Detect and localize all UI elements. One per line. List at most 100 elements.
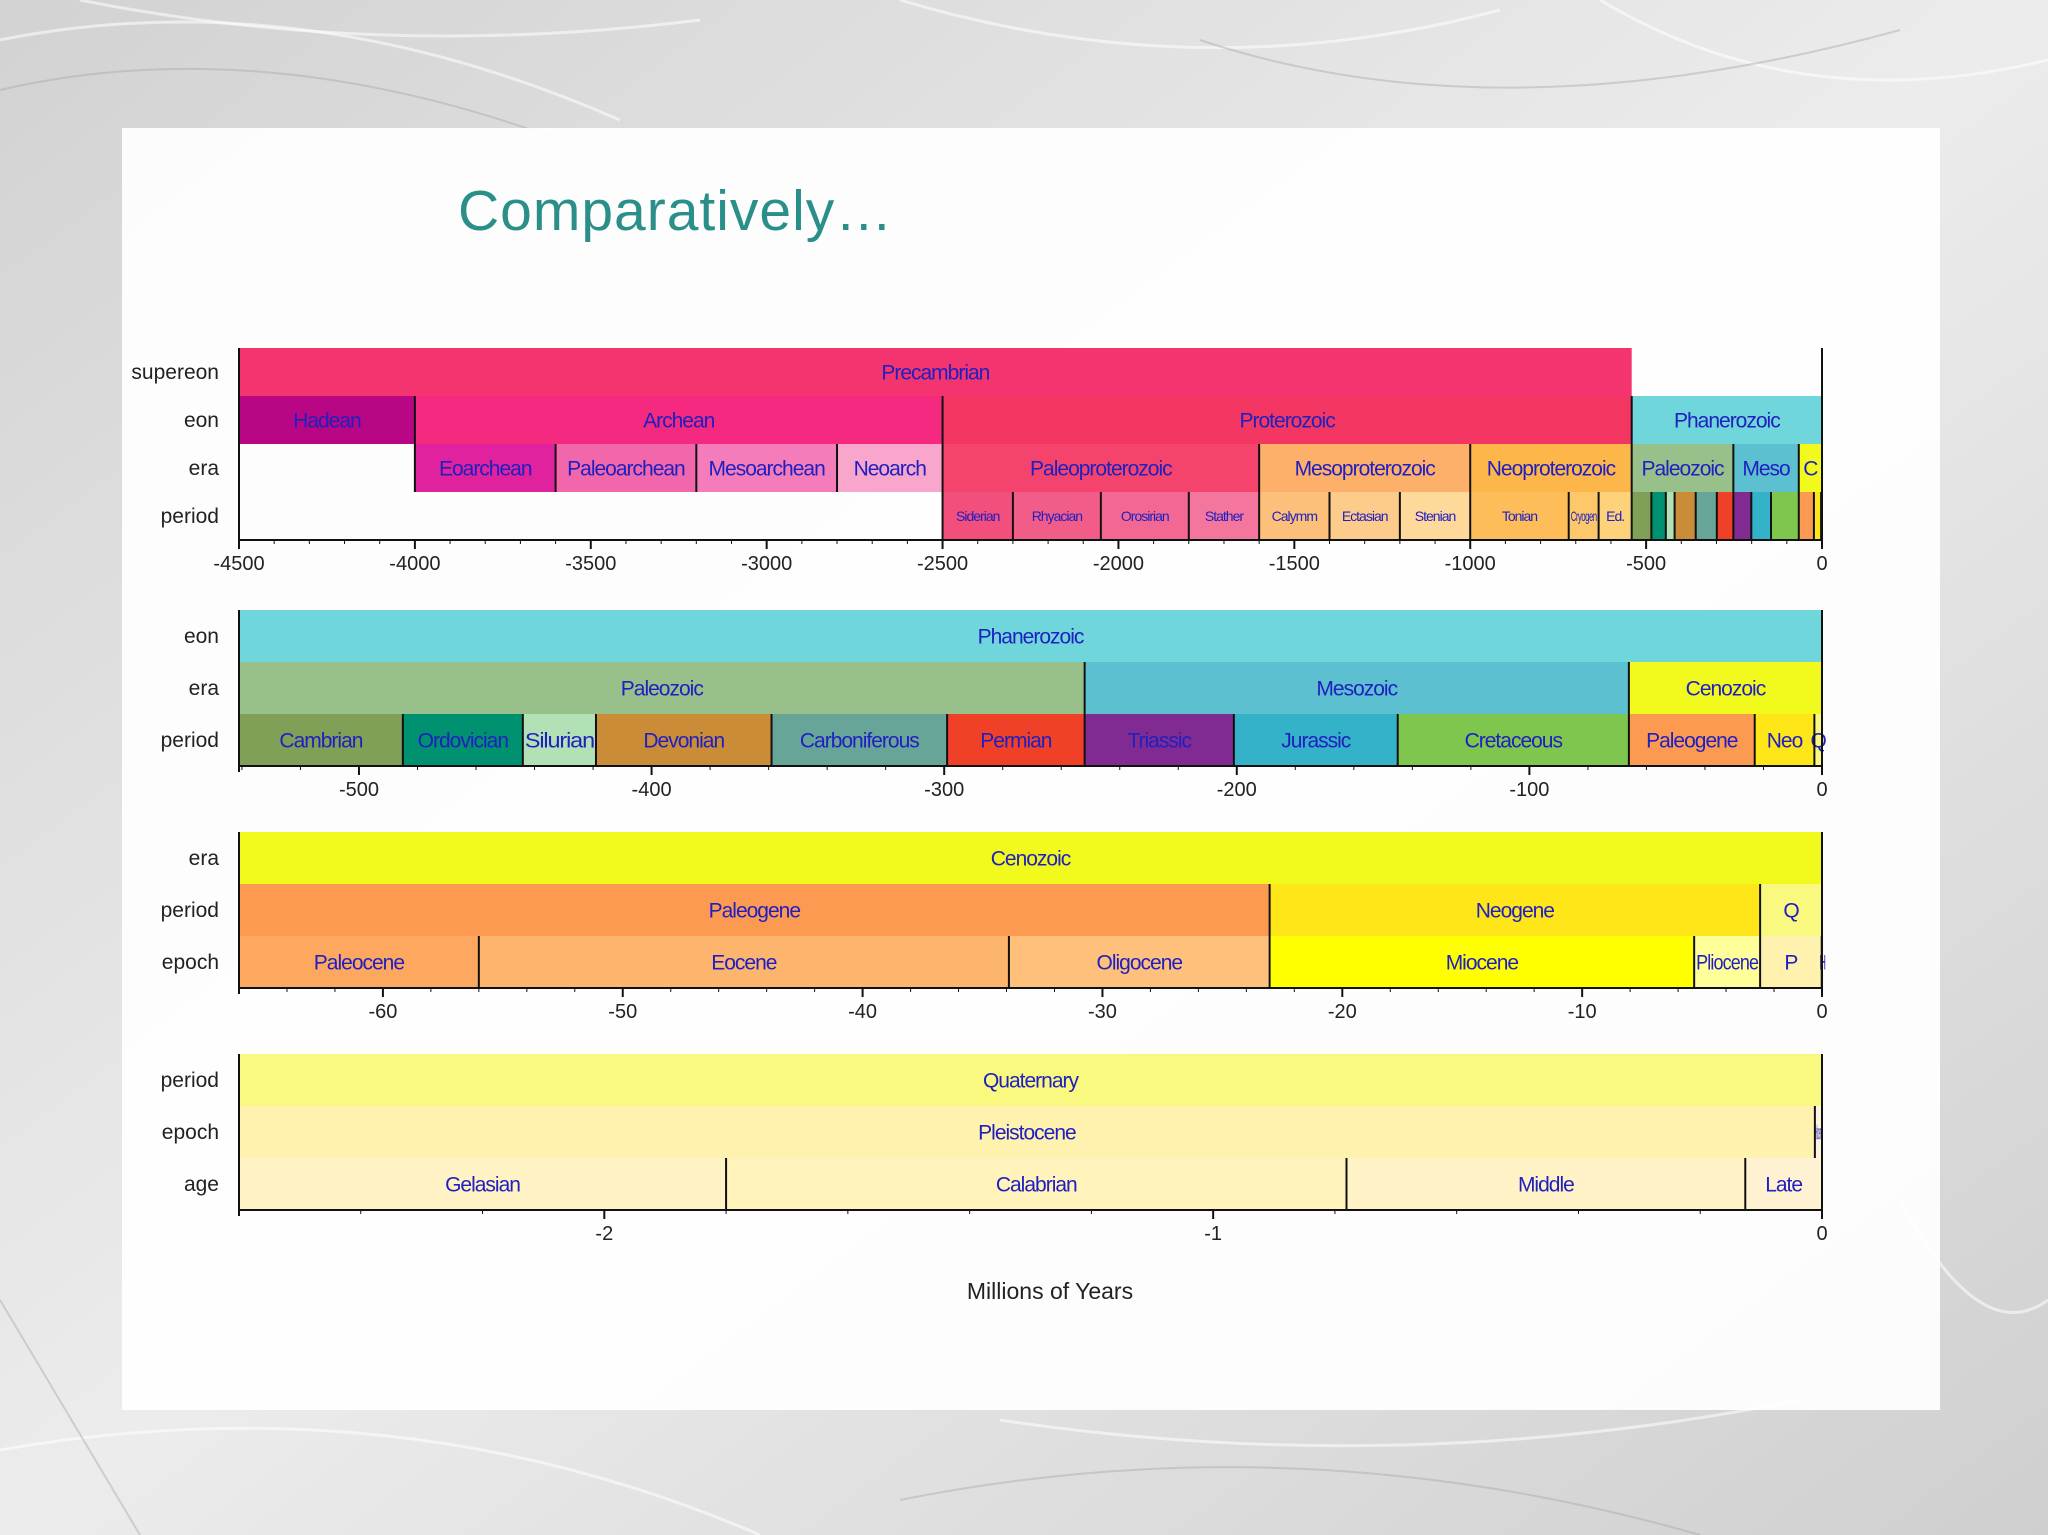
band-label: Archean [643,410,715,433]
tick-label: -20 [1328,1001,1357,1023]
band-label: Cretaceous [1465,730,1563,753]
band-label: Permian [980,730,1052,753]
band-eoarchean [414,444,556,492]
band-precambrian [239,348,1632,396]
tick-label: -60 [368,1001,397,1023]
band-label: Pleistocene [978,1122,1076,1145]
band-label: Mesoarchean [709,458,826,481]
timeline-panel-quaternary: period Quaternary epoch Pleistocene Holocene… [161,1054,1828,1245]
band-neogene [1813,492,1822,540]
band-label: Ordovician [418,730,509,753]
tick-label: -500 [1626,553,1666,575]
tick-label: 0 [1816,779,1827,801]
band-holocene [1814,1106,1822,1158]
row-label: age [184,1173,219,1196]
band-label: Paleocene [314,952,405,975]
band-calabrian [726,1158,1347,1210]
row-label: period [161,729,219,752]
band-label: Mesoproterozoic [1295,458,1436,481]
band-carboniferous [1695,492,1717,540]
band-pleistocene [1760,936,1822,988]
band-label: Siderian [956,508,1000,524]
band-label: Paleoarchean [567,458,685,481]
band-label: Paleogene [709,900,801,923]
band-label: Neo [1767,730,1803,753]
band-label: Cryogen [1571,508,1597,524]
band-label: Oligocene [1096,952,1182,975]
band-paleogene [1628,714,1755,766]
band-proterozoic [942,396,1632,444]
timeline-panel-phanerozoic: eon Phanerozoic era Paleozoic Mesozoic Cenozo… [161,610,1828,801]
band-ordovician [1651,492,1666,540]
band-quaternary [239,1054,1822,1106]
band-label: Tonian [1502,508,1537,524]
band-ordovician [402,714,523,766]
band-label: Late [1765,1174,1802,1197]
band-label: Q [1811,730,1827,753]
band-label: Pliocene [1696,952,1758,975]
band-c [1798,444,1822,492]
band-silurian [522,714,596,766]
band-label: Orosirian [1121,508,1169,524]
band-cretaceous [1397,714,1629,766]
tick-label: -1500 [1269,553,1320,575]
band-label: Stather [1205,508,1244,524]
band-paleogene [1798,492,1814,540]
row-label: period [161,505,219,528]
band-cretaceous [1770,492,1799,540]
band-label: Hadean [293,410,361,433]
band-label: Proterozoic [1240,410,1336,433]
band-cenozoic [1628,662,1822,714]
band-siderian [942,492,1013,540]
band-label: Q [1783,900,1799,923]
band-label: Mesozoic [1316,678,1397,701]
band-ectasian [1329,492,1400,540]
band-label: Cenozoic [991,848,1071,871]
band-phanerozoic [1631,396,1822,444]
band-late [1745,1158,1822,1210]
band-archean [414,396,943,444]
band-label: Calabrian [996,1174,1077,1197]
band-miocene [1269,936,1695,988]
band-paleozoic [1631,444,1734,492]
band-jurassic [1233,714,1398,766]
band-paleoproterozoic [942,444,1260,492]
row-label: epoch [162,951,219,974]
tick-label: -2500 [917,553,968,575]
band-tonian [1470,492,1569,540]
band-hadean [239,396,415,444]
band-quaternary [1814,714,1822,766]
slide-title: Comparatively… [458,179,894,243]
band-gelasian [239,1158,727,1210]
band-label: P [1784,952,1797,975]
band-label: Paleogene [1646,730,1738,753]
tick-label: -200 [1217,779,1257,801]
band-cambrian [1631,492,1652,540]
row-label: eon [184,625,219,648]
tick-label: -500 [339,779,379,801]
band-triassic [1733,492,1752,540]
tick-label: -3000 [741,553,792,575]
band-neoarch [837,444,943,492]
timeline-panel-all-time: supereon Precambrian eon Hadean Archean Prote… [131,348,1828,575]
tick-label: -300 [924,779,964,801]
band-cambrian [239,714,403,766]
band-neogene [1269,884,1761,936]
tick-label: -4500 [213,553,264,575]
band-label: Neoproterozoic [1487,458,1616,481]
band-statherian [1188,492,1260,540]
band-label: C [1803,458,1818,481]
tick-label: -1 [1204,1223,1222,1245]
band-mesoproterozoic [1259,444,1471,492]
band-devonian [1674,492,1696,540]
row-label: era [189,847,220,870]
band-label: Ed. [1606,508,1624,524]
band-label: Devonian [643,730,724,753]
row-label: eon [184,409,219,432]
band-label: Paleozoic [1641,458,1724,481]
tick-label: 0 [1816,1223,1827,1245]
row-label: epoch [162,1121,219,1144]
band-label: Triassic [1127,730,1191,753]
band-silurian [1665,492,1675,540]
